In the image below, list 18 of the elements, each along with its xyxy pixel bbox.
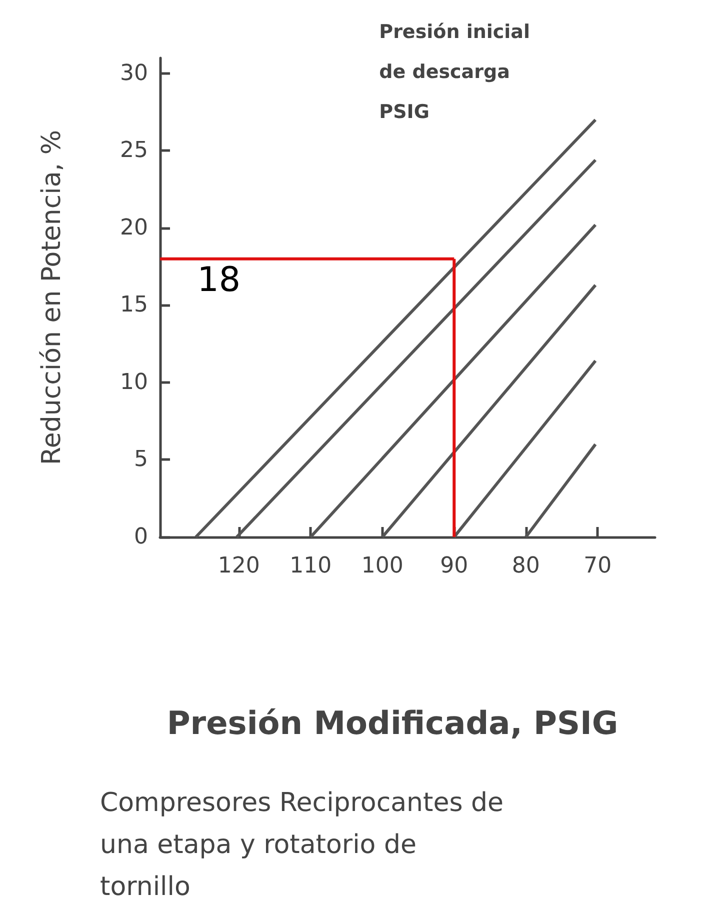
y-axis-title: Reducción en Potencia, % bbox=[37, 130, 67, 466]
x-tick-label: 120 bbox=[218, 554, 260, 578]
x-tick-label: 100 bbox=[361, 554, 404, 578]
y-tick-label: 25 bbox=[120, 138, 148, 164]
y-tick-label: 0 bbox=[134, 524, 148, 550]
x-tick-label: 110 bbox=[290, 554, 332, 578]
y-tick-label: 20 bbox=[120, 215, 148, 240]
x-tick-label: 80 bbox=[512, 554, 540, 578]
x-tick-label: 90 bbox=[440, 554, 468, 578]
y-tick-label: 30 bbox=[120, 60, 148, 86]
y-tick-label: 10 bbox=[120, 370, 148, 395]
y-tick-label: 5 bbox=[134, 447, 148, 472]
ref-line-label: 18 bbox=[197, 260, 240, 300]
annotation: Presión inicial de descarga PSIG bbox=[379, 21, 530, 123]
text: Compresores Reciprocantes de una etapa y rotatorio de tornillo bbox=[100, 788, 504, 902]
x-tick-label: 70 bbox=[584, 554, 612, 578]
x-axis-title: Presión Modificada, PSIG bbox=[166, 704, 618, 742]
y-tick-label: 15 bbox=[120, 292, 148, 318]
